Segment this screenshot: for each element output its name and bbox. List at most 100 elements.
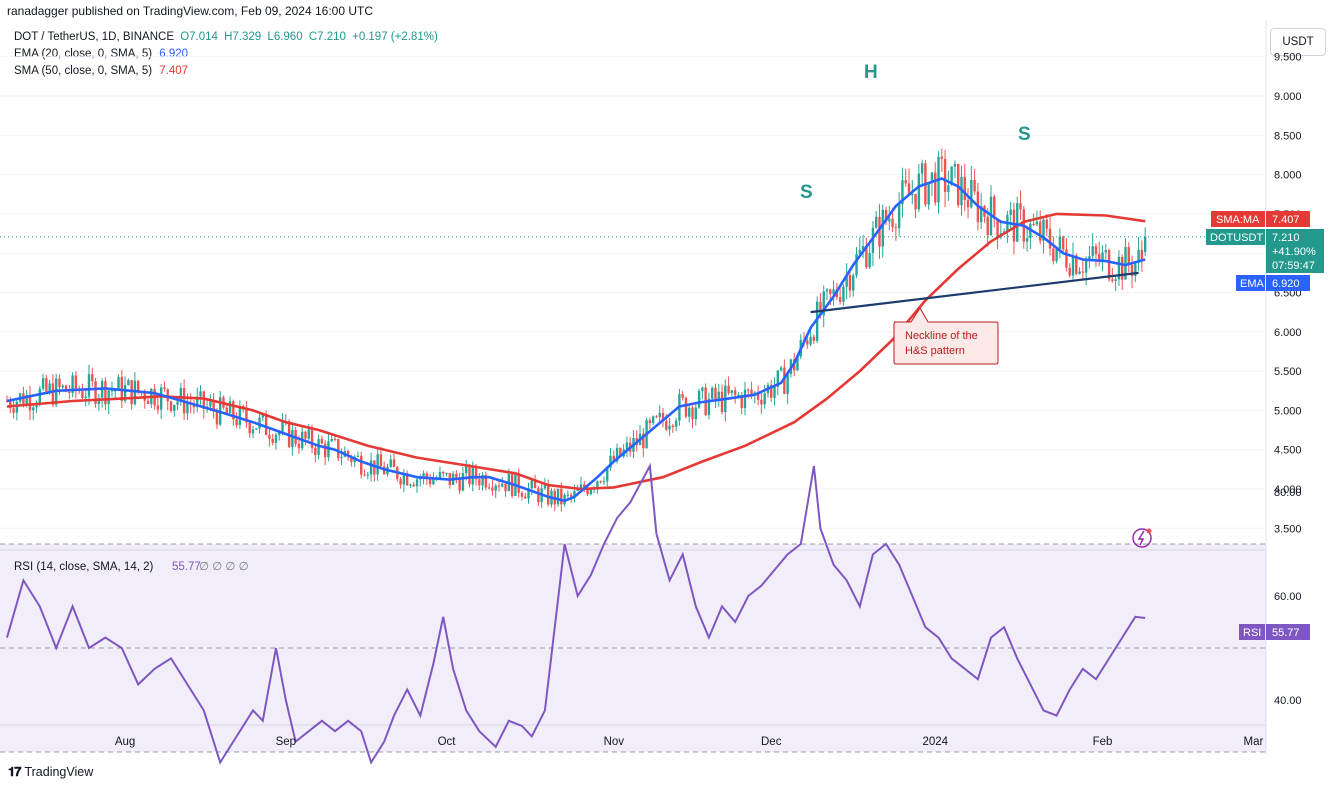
candle-body [796,356,799,371]
candle-body [743,389,747,408]
candle-body [471,467,474,485]
candle-body [376,454,379,475]
candle-body [1098,254,1101,262]
candle-body [907,183,911,195]
sma-badge-value: 7.407 [1272,214,1300,226]
candle-body [465,466,468,474]
candle-body [1055,248,1058,262]
candle-body [524,496,527,499]
price-badge-value: 7.210 [1272,232,1300,244]
candle-body [28,394,32,411]
candle-body [727,385,730,394]
candle-body [776,370,779,387]
candle-body [228,401,232,414]
rsi-badge: RSI 55.77 [1239,624,1310,640]
candle-body [901,180,904,205]
candle-body [868,252,871,268]
currency-button[interactable]: USDT [1270,28,1326,56]
candle-body [104,380,107,405]
candle-body [993,196,996,219]
candle-body [884,209,888,222]
candle-body [1111,279,1114,282]
candle-body [970,179,973,208]
candle-body [81,391,84,398]
candle-body [701,387,704,391]
rsi-badge-name: RSI [1243,627,1261,639]
price-tick-label: 4.000 [1274,484,1302,496]
candle-body [360,455,363,475]
neckline-text-2: H&S pattern [905,345,965,357]
candle-body [599,481,602,483]
candle-body [858,249,861,254]
candle-body [881,209,884,247]
candle-body [307,429,310,439]
candle-body [455,473,458,479]
candle-body [392,459,396,468]
candle-body [852,275,855,291]
publisher-line: ranadagger published on TradingView.com,… [7,4,374,18]
candle-body [1078,271,1081,274]
candle-body [74,375,78,390]
candle-body [589,489,593,495]
time-tick-label: Dec [761,736,782,748]
time-tick-label: Oct [438,736,457,748]
candle-body [428,478,432,485]
neckline-text-1: Neckline of the [905,330,978,342]
candle-body [225,407,228,414]
candle-body [402,473,406,485]
candle-body [68,391,71,393]
rsi-legend-label: RSI (14, close, SMA, 14, 2) [14,561,154,573]
candle-body [806,340,809,345]
candle-body [25,394,28,406]
candle-body [947,185,950,192]
ohlc-open: O7.014 [180,31,218,43]
candle-body [661,412,665,422]
candle-body [920,163,924,174]
left-shoulder-label: S [800,182,813,203]
candle-body [356,455,360,457]
candle-body [94,381,97,405]
candle-body [163,387,166,390]
price-tick-label: 5.000 [1274,405,1302,417]
price-tick-label: 4.500 [1274,445,1302,457]
candle-body [1101,252,1104,262]
candle-body [173,404,176,411]
candle-body [35,404,38,408]
candle-body [642,433,645,449]
candle-body [478,479,481,486]
rsi-legend-value: 55.77 [172,561,201,573]
ema-badge: EMA 6.920 [1236,275,1310,291]
candle-body [674,420,678,427]
candle-body [422,473,425,479]
candle-body [694,407,697,420]
sma-50-line [6,212,1146,491]
tradingview-brand[interactable]: 𝟏𝟕 TradingView [8,764,93,780]
candle-body [671,425,675,427]
candle-body [1140,249,1144,262]
candle-body [264,414,268,435]
candle-body [832,289,835,295]
flash-icon[interactable] [1132,528,1152,548]
candle-body [491,487,494,491]
price-tick-label: 8.000 [1274,170,1302,182]
candle-body [714,387,717,401]
candle-body [615,447,619,462]
candle-body [822,291,825,316]
candle-body [110,390,114,392]
candle-body [963,176,966,200]
candle-body [461,473,465,491]
candle-body [697,390,701,408]
candle-body [159,387,163,410]
candle-body [1121,256,1124,280]
price-badge: DOTUSDT 7.210 +41.90% 07:59:47 [1206,229,1324,273]
right-shoulder-label: S [1018,124,1031,145]
candle-body [1016,203,1019,242]
candle-body [1088,256,1091,260]
sma-legend-value: 7.407 [159,65,189,77]
candle-body [966,199,970,208]
candle-body [409,484,412,486]
candle-body [763,393,766,405]
candle-body [373,460,376,475]
candle-body [212,401,215,412]
